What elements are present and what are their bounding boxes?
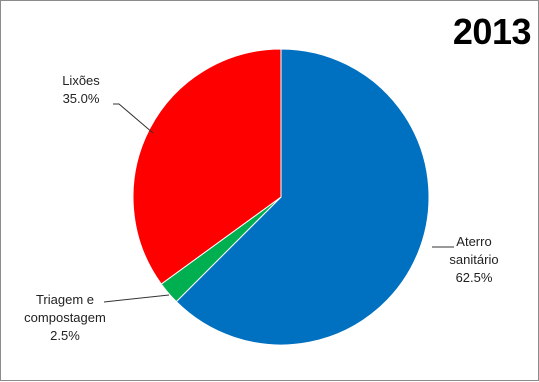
slice-name-label: sanitário xyxy=(449,252,498,267)
leader-line xyxy=(103,294,170,303)
leader-line xyxy=(113,103,154,134)
slice-value-label: 62.5% xyxy=(456,270,493,285)
pie-slice-aterro-sanit-rio xyxy=(175,48,430,346)
slice-name-label: Aterro xyxy=(456,234,491,249)
slice-value-label: 35.0% xyxy=(63,91,100,106)
slice-name-label: compostagem xyxy=(24,310,106,325)
slice-name-label: Triagem e xyxy=(36,292,94,307)
slice-value-label: 2.5% xyxy=(50,328,80,343)
slice-name-label: Lixões xyxy=(62,73,100,88)
chart-title: 2013 xyxy=(452,11,532,52)
